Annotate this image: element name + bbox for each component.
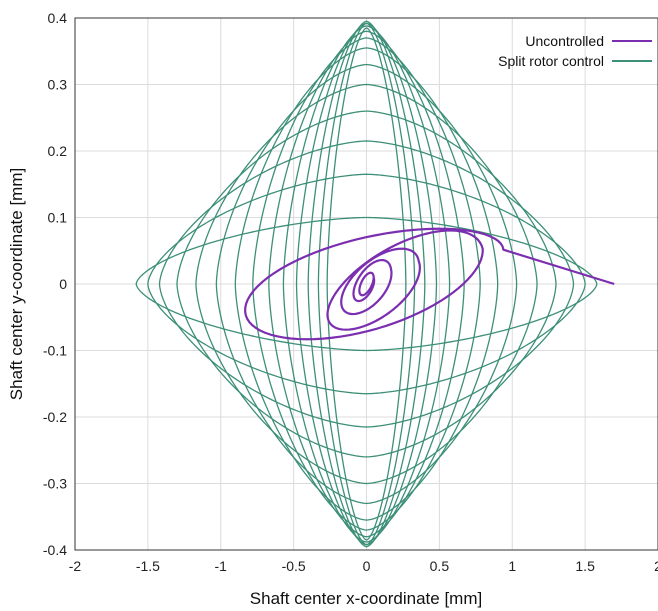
- x-tick-label: -0.5: [282, 558, 306, 574]
- x-tick-labels: -2 -1.5 -1 -0.5 0 0.5 1 1.5 2: [69, 558, 658, 574]
- y-tick-label: 0.4: [48, 10, 68, 26]
- x-tick-label: -1.5: [136, 558, 160, 574]
- x-tick-label: -1: [215, 558, 228, 574]
- legend: Uncontrolled Split rotor control: [498, 33, 652, 69]
- y-tick-label: 0.3: [48, 77, 68, 93]
- x-tick-label: 1.5: [575, 558, 595, 574]
- x-tick-label: 0.5: [430, 558, 450, 574]
- split-rotor-orbit: [195, 83, 538, 485]
- split-rotor-orbit: [268, 30, 465, 538]
- split-rotor-orbit: [234, 47, 499, 521]
- split-rotor-orbit: [282, 25, 451, 543]
- split-rotor-orbit: [295, 22, 438, 546]
- plot-frame: [74, 17, 658, 551]
- x-tick-label: 0: [363, 558, 371, 574]
- y-tick-label: 0.2: [48, 143, 68, 159]
- split-rotor-orbit: [147, 173, 586, 395]
- legend-label-split-rotor-control: Split rotor control: [498, 53, 604, 69]
- legend-label-uncontrolled: Uncontrolled: [525, 33, 604, 49]
- y-tick-label: -0.1: [43, 343, 67, 359]
- x-tick-label: 1: [508, 558, 516, 574]
- y-tick-label: -0.4: [43, 542, 67, 558]
- y-tick-label: 0: [59, 276, 67, 292]
- uncontrolled-spiral: [244, 227, 615, 341]
- split-rotor-orbit: [326, 27, 407, 541]
- x-tick-label: -2: [69, 558, 82, 574]
- split-rotor-orbit: [158, 140, 575, 428]
- split-rotor-orbit: [215, 63, 518, 505]
- x-axis-title: Shaft center x-coordinate [mm]: [250, 589, 482, 608]
- y-tick-label: -0.2: [43, 409, 67, 425]
- y-tick-label: -0.3: [43, 476, 67, 492]
- series-layer: [135, 20, 615, 548]
- y-tick-labels: -0.4 -0.3 -0.2 -0.1 0 0.1 0.2 0.3 0.4: [43, 10, 67, 558]
- y-axis-title: Shaft center y-coordinate [mm]: [7, 168, 26, 400]
- split-rotor-orbit: [252, 37, 481, 531]
- split-rotor-orbit: [135, 216, 598, 352]
- y-tick-label: 0.1: [48, 210, 68, 226]
- split-rotor-orbit: [317, 22, 416, 546]
- grid-layer: [74, 17, 658, 551]
- split-rotor-orbit: [307, 20, 426, 548]
- x-tick-label: 2: [654, 558, 658, 574]
